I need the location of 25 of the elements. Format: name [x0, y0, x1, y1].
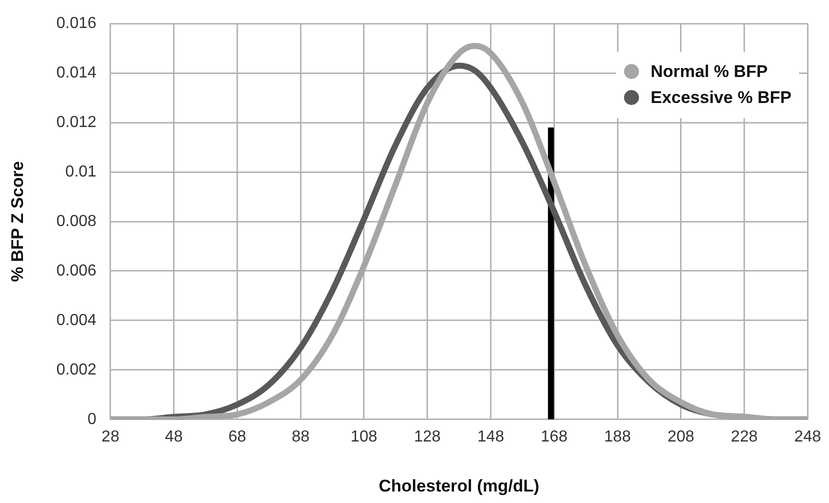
x-axis-title: Cholesterol (mg/dL) — [378, 476, 540, 496]
x-tick-label: 148 — [477, 428, 504, 446]
y-tick-label: 0.01 — [65, 163, 97, 180]
x-tick-label: 88 — [292, 428, 310, 446]
y-tick-label: 0.008 — [56, 212, 97, 230]
x-tick-label: 108 — [350, 428, 378, 446]
legend-label: Normal % BFP — [650, 62, 768, 82]
y-tick-label: 0.006 — [56, 262, 97, 280]
x-tick-label: 28 — [102, 428, 120, 446]
x-tick-label: 68 — [228, 428, 246, 446]
y-tick-label: 0.012 — [56, 114, 97, 131]
x-tick-label: 128 — [414, 428, 441, 446]
y-axis-title: % BFP Z Score — [8, 161, 27, 282]
y-tick-label: 0.016 — [56, 15, 97, 32]
legend-label: Excessive % BFP — [650, 88, 792, 108]
y-tick-label: 0.014 — [56, 64, 97, 82]
x-tick-label: 48 — [164, 428, 183, 446]
y-tick-label: 0.002 — [56, 361, 97, 378]
x-tick-label: 248 — [794, 428, 822, 446]
x-tick-label: 228 — [730, 428, 758, 446]
x-tick-label: 208 — [668, 428, 694, 446]
y-tick-label: 0.004 — [56, 312, 97, 329]
y-tick-label: 0 — [88, 410, 97, 428]
x-tick-label: 168 — [540, 428, 568, 446]
x-tick-label: 188 — [604, 428, 631, 446]
